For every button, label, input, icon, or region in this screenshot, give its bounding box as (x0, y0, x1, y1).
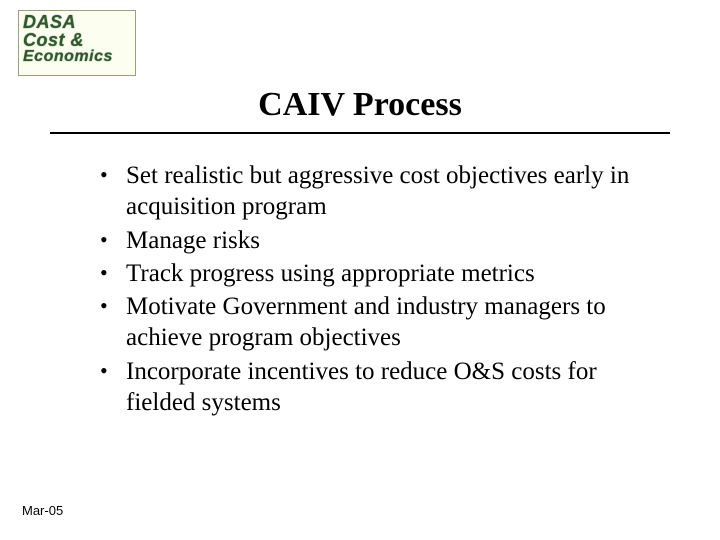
logo-line-2: Cost & (23, 31, 131, 49)
slide-title: CAIV Process (0, 86, 720, 124)
list-item: Incorporate incentives to reduce O&S cos… (86, 356, 656, 419)
bullet-list: Set realistic but aggressive cost object… (86, 160, 656, 420)
logo-line-1: DASA (23, 13, 131, 31)
title-divider (50, 132, 670, 134)
org-logo: DASA Cost & Economics (18, 10, 136, 76)
list-item: Manage risks (86, 225, 656, 256)
footer-date: Mar-05 (22, 503, 63, 518)
list-item: Track progress using appropriate metrics (86, 258, 656, 289)
list-item: Motivate Government and industry manager… (86, 291, 656, 354)
logo-line-3: Economics (23, 49, 131, 65)
slide: DASA Cost & Economics CAIV Process Set r… (0, 0, 720, 540)
list-item: Set realistic but aggressive cost object… (86, 160, 656, 223)
